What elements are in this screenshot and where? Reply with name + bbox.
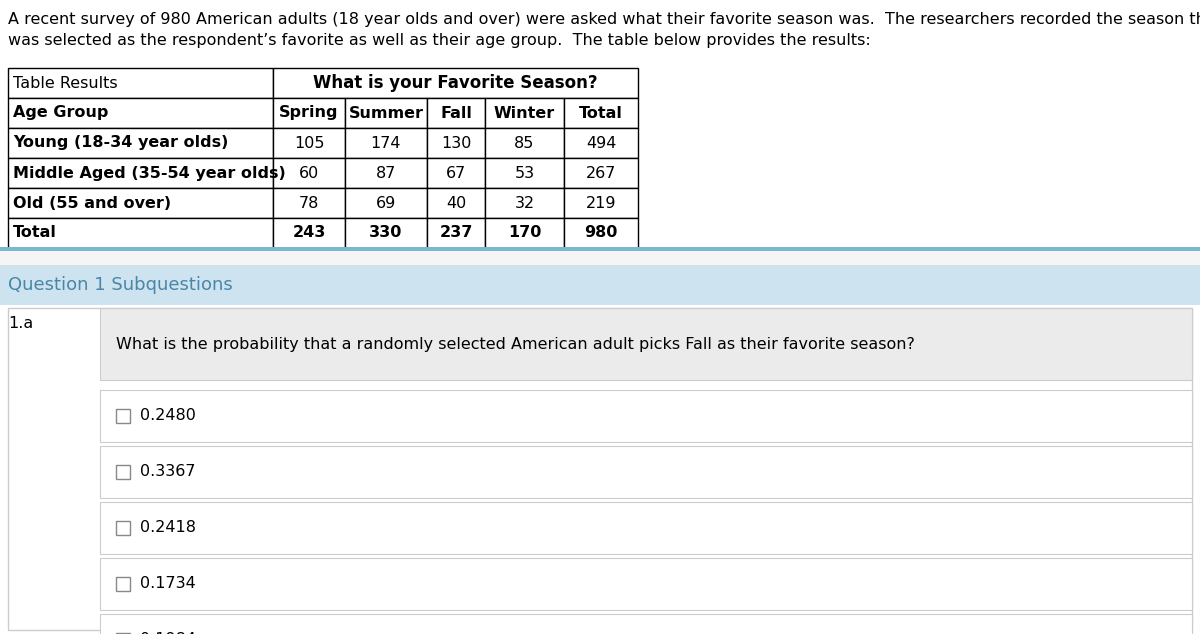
Text: 170: 170 [508, 226, 541, 240]
Text: Fall: Fall [440, 105, 472, 120]
Text: 78: 78 [299, 195, 319, 210]
Text: 0.1984: 0.1984 [140, 633, 196, 634]
Text: 67: 67 [446, 165, 466, 181]
Text: 0.2480: 0.2480 [140, 408, 196, 424]
Text: 219: 219 [586, 195, 617, 210]
Text: 130: 130 [440, 136, 472, 150]
Text: 0.2418: 0.2418 [140, 521, 196, 536]
Text: What is your Favorite Season?: What is your Favorite Season? [313, 74, 598, 92]
Text: 85: 85 [515, 136, 535, 150]
Text: Age Group: Age Group [13, 105, 108, 120]
Text: What is the probability that a randomly selected American adult picks Fall as th: What is the probability that a randomly … [116, 337, 914, 351]
Text: 53: 53 [515, 165, 534, 181]
Text: 40: 40 [446, 195, 466, 210]
Text: 243: 243 [293, 226, 325, 240]
Text: Old (55 and over): Old (55 and over) [13, 195, 172, 210]
Text: 69: 69 [376, 195, 396, 210]
Text: 60: 60 [299, 165, 319, 181]
Text: 105: 105 [294, 136, 324, 150]
Text: 174: 174 [371, 136, 401, 150]
Text: Middle Aged (35-54 year olds): Middle Aged (35-54 year olds) [13, 165, 286, 181]
Text: 0.1734: 0.1734 [140, 576, 196, 592]
Text: 237: 237 [439, 226, 473, 240]
Text: 87: 87 [376, 165, 396, 181]
Text: 1.a: 1.a [8, 316, 34, 331]
Text: Table Results: Table Results [13, 75, 118, 91]
Text: Question 1 Subquestions: Question 1 Subquestions [8, 276, 233, 294]
Text: Spring: Spring [280, 105, 338, 120]
Text: 32: 32 [515, 195, 534, 210]
Text: Total: Total [580, 105, 623, 120]
Text: A recent survey of 980 American adults (18 year olds and over) were asked what t: A recent survey of 980 American adults (… [8, 12, 1200, 27]
Text: Summer: Summer [348, 105, 424, 120]
Text: 494: 494 [586, 136, 616, 150]
Text: was selected as the respondent’s favorite as well as their age group.  The table: was selected as the respondent’s favorit… [8, 33, 871, 48]
Text: 980: 980 [584, 226, 618, 240]
Text: 330: 330 [370, 226, 403, 240]
Text: 0.3367: 0.3367 [140, 465, 196, 479]
Text: Total: Total [13, 226, 56, 240]
Text: 267: 267 [586, 165, 616, 181]
Text: Winter: Winter [494, 105, 556, 120]
Text: Young (18-34 year olds): Young (18-34 year olds) [13, 136, 228, 150]
